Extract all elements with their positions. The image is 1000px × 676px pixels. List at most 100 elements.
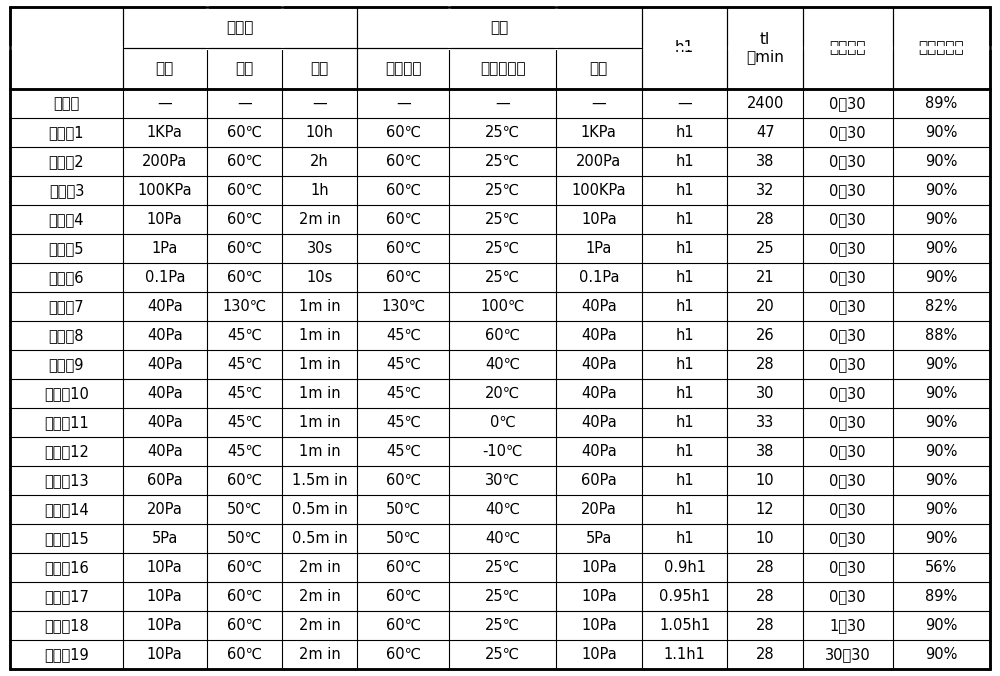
Text: 50℃: 50℃ (227, 502, 262, 517)
Text: 90%: 90% (925, 212, 958, 227)
Text: 45℃: 45℃ (386, 444, 421, 459)
Text: 40Pa: 40Pa (581, 299, 617, 314)
Text: 10Pa: 10Pa (581, 647, 617, 662)
Text: 实施外3: 实施外3 (49, 183, 84, 198)
Text: 实施酥18: 实施酥18 (44, 619, 89, 633)
Text: 预处理: 预处理 (226, 20, 254, 34)
Text: 45℃: 45℃ (227, 328, 262, 343)
Text: 实施外2: 实施外2 (49, 154, 84, 169)
Text: 50℃: 50℃ (386, 502, 421, 517)
Text: 60℃: 60℃ (485, 328, 520, 343)
Text: 10s: 10s (306, 270, 333, 285)
Text: 33: 33 (756, 415, 774, 430)
Text: 0／30: 0／30 (829, 502, 866, 517)
Text: 实施外7: 实施外7 (49, 299, 84, 314)
Text: 25℃: 25℃ (485, 154, 520, 169)
Text: 实施外5: 实施外5 (49, 241, 84, 256)
Text: 实施酥12: 实施酥12 (44, 444, 89, 459)
Text: 60Pa: 60Pa (147, 473, 183, 488)
Text: 25℃: 25℃ (485, 560, 520, 575)
Text: h1: h1 (675, 270, 694, 285)
Text: 25℃: 25℃ (485, 589, 520, 604)
Text: 30: 30 (756, 386, 774, 401)
Text: 2400: 2400 (746, 96, 784, 111)
Text: 比较例: 比较例 (53, 96, 80, 111)
Text: 10Pa: 10Pa (147, 212, 183, 227)
Text: —: — (396, 96, 411, 111)
Text: 32: 32 (756, 183, 774, 198)
Text: 100℃: 100℃ (480, 299, 525, 314)
Text: 实施外9: 实施外9 (49, 357, 84, 372)
Text: 30／30: 30／30 (825, 647, 871, 662)
Text: 气压: 气压 (156, 61, 174, 76)
Text: h1: h1 (675, 415, 694, 430)
Text: 90%: 90% (925, 357, 958, 372)
Text: 40℃: 40℃ (485, 531, 520, 546)
Text: —: — (312, 96, 327, 111)
Text: 28: 28 (756, 647, 774, 662)
Text: 60℃: 60℃ (386, 270, 421, 285)
Text: —: — (495, 96, 510, 111)
Text: 90%: 90% (925, 444, 958, 459)
Text: 10Pa: 10Pa (147, 619, 183, 633)
Text: 实施酥10: 实施酥10 (44, 386, 89, 401)
Text: 温度: 温度 (235, 61, 253, 76)
Text: h1: h1 (675, 473, 694, 488)
Text: 12: 12 (756, 502, 774, 517)
Text: 0／30: 0／30 (829, 560, 866, 575)
Text: 0.9h1: 0.9h1 (664, 560, 706, 575)
Text: 0／30: 0／30 (829, 125, 866, 140)
Text: 1h: 1h (310, 183, 329, 198)
Text: 90%: 90% (925, 154, 958, 169)
Text: 0／30: 0／30 (829, 183, 866, 198)
Text: 45℃: 45℃ (227, 357, 262, 372)
Text: 10Pa: 10Pa (581, 589, 617, 604)
Text: 28: 28 (756, 619, 774, 633)
Text: 0.95h1: 0.95h1 (659, 589, 710, 604)
Text: 1m in: 1m in (299, 299, 340, 314)
Text: 气压: 气压 (590, 61, 608, 76)
Text: 0／30: 0／30 (829, 328, 866, 343)
Text: 实施外8: 实施外8 (49, 328, 84, 343)
Text: 实施外1: 实施外1 (49, 125, 84, 140)
Text: 45℃: 45℃ (227, 415, 262, 430)
Text: 60℃: 60℃ (227, 270, 262, 285)
Text: 40℃: 40℃ (485, 357, 520, 372)
Text: 25℃: 25℃ (485, 241, 520, 256)
Text: h1: h1 (675, 328, 694, 343)
Text: 90%: 90% (925, 619, 958, 633)
Text: 90%: 90% (925, 386, 958, 401)
Text: 2m in: 2m in (299, 619, 340, 633)
Text: 0.1Pa: 0.1Pa (579, 270, 619, 285)
Text: h1: h1 (675, 531, 694, 546)
Text: 40Pa: 40Pa (147, 299, 183, 314)
Text: 60℃: 60℃ (227, 154, 262, 169)
Text: 1／30: 1／30 (830, 619, 866, 633)
Text: 0／30: 0／30 (829, 270, 866, 285)
Text: 5Pa: 5Pa (152, 531, 178, 546)
Text: 实施酥15: 实施酥15 (44, 531, 89, 546)
Text: 5Pa: 5Pa (586, 531, 612, 546)
Text: 电芯温度: 电芯温度 (385, 61, 422, 76)
Text: 25℃: 25℃ (485, 183, 520, 198)
Text: 容量保持率: 容量保持率 (919, 41, 964, 55)
Text: 40Pa: 40Pa (147, 357, 183, 372)
Text: h1: h1 (675, 386, 694, 401)
Text: 60℃: 60℃ (227, 619, 262, 633)
Text: 25℃: 25℃ (485, 125, 520, 140)
Text: 40Pa: 40Pa (581, 357, 617, 372)
Text: 20Pa: 20Pa (581, 502, 617, 517)
Text: 89%: 89% (925, 96, 957, 111)
Text: 1m in: 1m in (299, 328, 340, 343)
Text: 0／30: 0／30 (829, 212, 866, 227)
Text: 1m in: 1m in (299, 415, 340, 430)
Text: h1: h1 (675, 357, 694, 372)
Text: 10Pa: 10Pa (581, 212, 617, 227)
Text: 10Pa: 10Pa (581, 560, 617, 575)
Text: 45℃: 45℃ (386, 357, 421, 372)
Text: 56%: 56% (925, 560, 957, 575)
Text: 0／30: 0／30 (829, 444, 866, 459)
Text: 60℃: 60℃ (227, 560, 262, 575)
Text: 47: 47 (756, 125, 774, 140)
Text: 0／30: 0／30 (829, 154, 866, 169)
